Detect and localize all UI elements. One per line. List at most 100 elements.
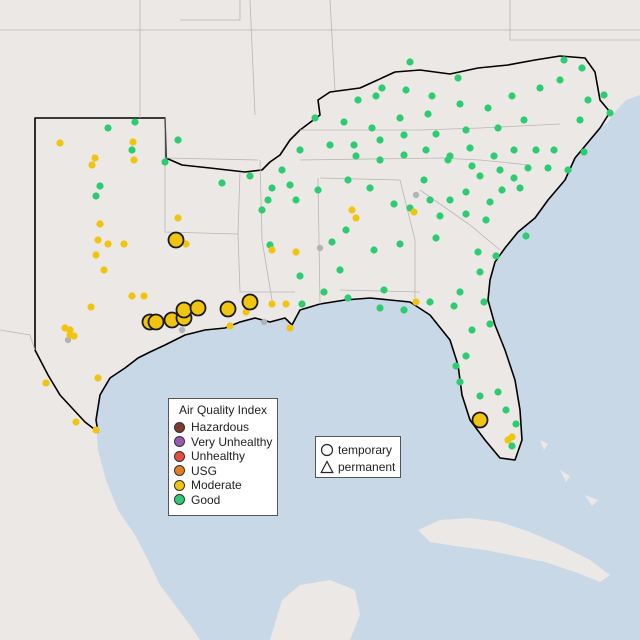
monitor-marker-no-data[interactable] (412, 191, 420, 199)
monitor-marker-good[interactable] (402, 86, 410, 94)
monitor-marker-good[interactable] (344, 176, 352, 184)
monitor-marker-moderate[interactable] (120, 240, 128, 248)
monitor-marker-moderate-large[interactable] (167, 231, 185, 249)
monitor-marker-good[interactable] (576, 116, 584, 124)
monitor-marker-moderate[interactable] (94, 236, 102, 244)
monitor-marker-good[interactable] (560, 56, 568, 64)
monitor-marker-moderate[interactable] (292, 248, 300, 256)
monitor-marker-good[interactable] (498, 186, 506, 194)
monitor-marker-no-data[interactable] (260, 318, 268, 326)
monitor-marker-good[interactable] (314, 186, 322, 194)
monitor-marker-good[interactable] (161, 158, 169, 166)
monitor-marker-moderate[interactable] (128, 292, 136, 300)
monitor-marker-good[interactable] (432, 130, 440, 138)
monitor-marker-good[interactable] (456, 378, 464, 386)
monitor-marker-good[interactable] (131, 118, 139, 126)
monitor-marker-good[interactable] (344, 294, 352, 302)
monitor-marker-moderate[interactable] (91, 154, 99, 162)
monitor-marker-moderate[interactable] (87, 303, 95, 311)
monitor-marker-good[interactable] (476, 268, 484, 276)
monitor-marker-good[interactable] (450, 302, 458, 310)
monitor-marker-good[interactable] (422, 146, 430, 154)
monitor-marker-good[interactable] (532, 146, 540, 154)
monitor-marker-good[interactable] (578, 64, 586, 72)
monitor-marker-good[interactable] (550, 146, 558, 154)
monitor-marker-good[interactable] (342, 226, 350, 234)
monitor-marker-good[interactable] (370, 246, 378, 254)
monitor-marker-moderate[interactable] (94, 374, 102, 382)
monitor-marker-good[interactable] (424, 110, 432, 118)
monitor-marker-moderate-large[interactable] (189, 299, 207, 317)
monitor-marker-no-data[interactable] (316, 244, 324, 252)
monitor-marker-good[interactable] (510, 174, 518, 182)
monitor-marker-moderate[interactable] (88, 161, 96, 169)
monitor-marker-good[interactable] (496, 166, 504, 174)
monitor-marker-good[interactable] (436, 212, 444, 220)
monitor-marker-good[interactable] (476, 172, 484, 180)
monitor-marker-good[interactable] (400, 151, 408, 159)
monitor-marker-good[interactable] (446, 152, 454, 160)
monitor-marker-moderate[interactable] (70, 332, 78, 340)
monitor-marker-good[interactable] (600, 91, 608, 99)
monitor-marker-moderate[interactable] (96, 220, 104, 228)
monitor-marker-moderate[interactable] (92, 426, 100, 434)
monitor-marker-moderate[interactable] (182, 240, 190, 248)
monitor-marker-moderate[interactable] (104, 240, 112, 248)
monitor-marker-good[interactable] (516, 184, 524, 192)
monitor-marker-good[interactable] (218, 179, 226, 187)
monitor-marker-moderate[interactable] (174, 214, 182, 222)
monitor-marker-good[interactable] (536, 84, 544, 92)
monitor-marker-moderate[interactable] (129, 138, 137, 146)
monitor-marker-good[interactable] (354, 96, 362, 104)
monitor-marker-moderate[interactable] (130, 156, 138, 164)
monitor-marker-good[interactable] (428, 92, 436, 100)
monitor-marker-moderate[interactable] (72, 418, 80, 426)
monitor-marker-moderate[interactable] (504, 436, 512, 444)
monitor-marker-good[interactable] (462, 188, 470, 196)
monitor-marker-moderate[interactable] (412, 298, 420, 306)
monitor-marker-good[interactable] (174, 136, 182, 144)
monitor-marker-good[interactable] (376, 136, 384, 144)
monitor-marker-good[interactable] (492, 252, 500, 260)
monitor-marker-moderate-large[interactable] (147, 313, 165, 331)
monitor-marker-good[interactable] (484, 104, 492, 112)
monitor-marker-good[interactable] (490, 152, 498, 160)
monitor-marker-good[interactable] (378, 84, 386, 92)
monitor-marker-good[interactable] (476, 392, 484, 400)
monitor-marker-good[interactable] (508, 442, 516, 450)
monitor-marker-good[interactable] (268, 184, 276, 192)
monitor-marker-moderate-large[interactable] (471, 411, 489, 429)
monitor-marker-good[interactable] (468, 326, 476, 334)
monitor-marker-good[interactable] (584, 96, 592, 104)
monitor-marker-good[interactable] (482, 216, 490, 224)
monitor-marker-moderate[interactable] (56, 139, 64, 147)
monitor-marker-good[interactable] (426, 196, 434, 204)
monitor-marker-good[interactable] (544, 164, 552, 172)
monitor-marker-good[interactable] (328, 238, 336, 246)
monitor-marker-good[interactable] (396, 114, 404, 122)
monitor-marker-good[interactable] (320, 288, 328, 296)
monitor-marker-good[interactable] (340, 118, 348, 126)
monitor-marker-good[interactable] (350, 141, 358, 149)
monitor-marker-good[interactable] (352, 152, 360, 160)
monitor-marker-good[interactable] (462, 352, 470, 360)
monitor-marker-good[interactable] (406, 58, 414, 66)
monitor-marker-good[interactable] (92, 192, 100, 200)
monitor-marker-moderate[interactable] (410, 208, 418, 216)
monitor-marker-moderate[interactable] (100, 266, 108, 274)
monitor-marker-moderate[interactable] (282, 300, 290, 308)
monitor-marker-good[interactable] (486, 198, 494, 206)
monitor-marker-good[interactable] (128, 146, 136, 154)
monitor-marker-good[interactable] (454, 74, 462, 82)
monitor-marker-good[interactable] (366, 184, 374, 192)
monitor-marker-good[interactable] (474, 248, 482, 256)
monitor-marker-good[interactable] (510, 146, 518, 154)
monitor-marker-good[interactable] (420, 176, 428, 184)
monitor-marker-moderate[interactable] (268, 246, 276, 254)
monitor-marker-good[interactable] (390, 200, 398, 208)
monitor-marker-good[interactable] (452, 362, 460, 370)
monitor-marker-no-data[interactable] (178, 326, 186, 334)
monitor-marker-good[interactable] (522, 232, 530, 240)
monitor-marker-good[interactable] (494, 124, 502, 132)
monitor-marker-good[interactable] (462, 210, 470, 218)
